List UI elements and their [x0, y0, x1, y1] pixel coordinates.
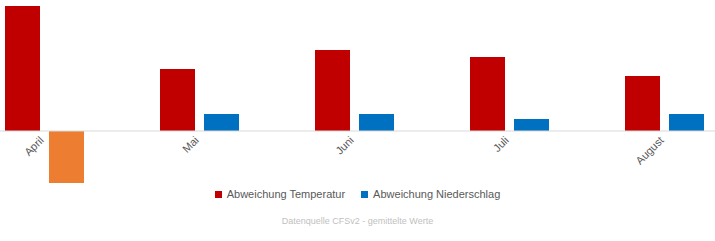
svg-text:April: April	[22, 134, 46, 158]
html-text:Datenquelle CFSv2 - gemittelte: Datenquelle CFSv2 - gemittelte Werte	[281, 216, 434, 226]
svg-text:Juni: Juni	[333, 134, 356, 157]
svg-text:Mai: Mai	[180, 134, 201, 155]
svg-text:Juli: Juli	[491, 134, 511, 154]
html-text:Abweichung Niederschlag: Abweichung Niederschlag	[373, 188, 501, 200]
svg-text:August: August	[633, 134, 666, 167]
html-text:Abweichung Temperatur: Abweichung Temperatur	[226, 188, 346, 200]
